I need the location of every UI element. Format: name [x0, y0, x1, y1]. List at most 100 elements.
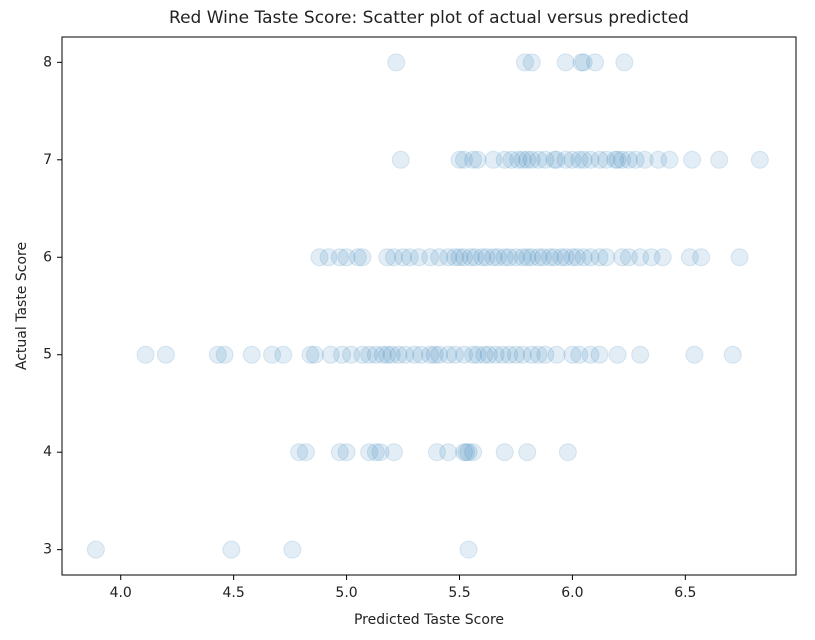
point: [500, 345, 519, 364]
point: [552, 248, 571, 267]
point: [730, 248, 749, 267]
point: [545, 150, 564, 169]
point: [263, 345, 282, 364]
point: [283, 540, 302, 559]
point: [581, 345, 600, 364]
point: [450, 150, 469, 169]
point: [208, 345, 227, 364]
point: [389, 345, 408, 364]
point: [493, 345, 512, 364]
point: [522, 53, 541, 72]
point: [464, 150, 483, 169]
point: [301, 345, 320, 364]
x-axis-label: Predicted Taste Score: [354, 612, 504, 628]
point: [502, 150, 521, 169]
point: [608, 345, 627, 364]
point: [421, 345, 440, 364]
point: [570, 150, 589, 169]
point: [305, 345, 324, 364]
x-tick-label: 6.5: [674, 585, 696, 601]
point: [660, 150, 679, 169]
y-tick-label: 8: [43, 54, 52, 70]
point: [342, 345, 361, 364]
point: [590, 150, 609, 169]
point: [513, 345, 532, 364]
point: [321, 345, 340, 364]
point: [572, 53, 591, 72]
point: [615, 53, 634, 72]
x-tick-label: 5.5: [448, 585, 470, 601]
point: [366, 443, 385, 462]
point: [534, 248, 553, 267]
point: [509, 150, 528, 169]
point: [468, 345, 487, 364]
point: [391, 150, 410, 169]
point: [513, 150, 532, 169]
point: [274, 345, 293, 364]
point: [685, 345, 704, 364]
point: [608, 150, 627, 169]
point: [384, 248, 403, 267]
point: [384, 443, 403, 462]
point: [556, 248, 575, 267]
point: [590, 248, 609, 267]
point: [464, 443, 483, 462]
point: [540, 248, 559, 267]
point: [581, 248, 600, 267]
point: [387, 53, 406, 72]
point: [310, 248, 329, 267]
point: [366, 345, 385, 364]
point: [86, 540, 105, 559]
point: [484, 248, 503, 267]
point: [353, 345, 372, 364]
point: [455, 345, 474, 364]
point: [396, 345, 415, 364]
point: [439, 345, 458, 364]
point: [468, 150, 487, 169]
point: [296, 443, 315, 462]
point: [382, 345, 401, 364]
point: [563, 345, 582, 364]
point: [333, 345, 352, 364]
point: [486, 345, 505, 364]
point: [642, 248, 661, 267]
point: [457, 443, 476, 462]
point: [500, 248, 519, 267]
point: [484, 150, 503, 169]
point: [477, 248, 496, 267]
point: [439, 443, 458, 462]
point: [348, 248, 367, 267]
point: [631, 345, 650, 364]
x-tick-label: 4.5: [223, 585, 245, 601]
point: [337, 443, 356, 462]
point: [529, 150, 548, 169]
x-tick-label: 5.0: [335, 585, 357, 601]
point: [495, 443, 514, 462]
y-axis-label: Actual Taste Score: [14, 242, 30, 370]
point: [518, 443, 537, 462]
point: [222, 540, 241, 559]
point: [405, 345, 424, 364]
point: [567, 248, 586, 267]
point: [495, 248, 514, 267]
point: [597, 150, 616, 169]
point: [597, 248, 616, 267]
point: [710, 150, 729, 169]
y-tick-label: 4: [43, 444, 52, 460]
point: [556, 53, 575, 72]
point: [529, 248, 548, 267]
point: [378, 345, 397, 364]
x-tick-label: 4.0: [110, 585, 132, 601]
point: [242, 345, 261, 364]
point: [421, 248, 440, 267]
point: [506, 345, 525, 364]
point: [574, 150, 593, 169]
point: [455, 248, 474, 267]
point: [373, 345, 392, 364]
point: [522, 248, 541, 267]
point: [626, 150, 645, 169]
y-tick-label: 7: [43, 152, 52, 168]
point: [430, 345, 449, 364]
point: [518, 248, 537, 267]
point: [513, 248, 532, 267]
